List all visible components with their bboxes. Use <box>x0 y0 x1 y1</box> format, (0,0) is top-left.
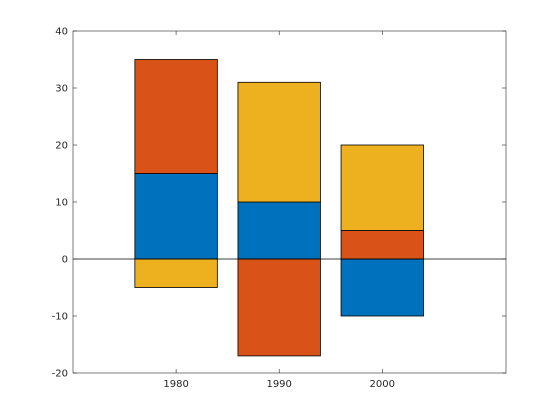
y-tick-label: -20 <box>52 369 68 380</box>
y-tick-label: 40 <box>55 27 68 38</box>
bar-1980-series-2 <box>134 59 218 174</box>
x-tick-label: 2000 <box>370 379 395 390</box>
axes-layer <box>72 30 507 374</box>
bar-1990-series-3 <box>237 81 321 203</box>
bars-layer <box>134 59 424 357</box>
x-tick-label: 1990 <box>266 379 291 390</box>
bar-2000-series-1 <box>340 258 424 317</box>
x-tick-label: 1980 <box>163 379 188 390</box>
bar-2000-series-2 <box>340 230 424 260</box>
y-tick-label: 0 <box>62 255 68 266</box>
y-tick-label: 30 <box>55 84 68 95</box>
bar-1990-series-1 <box>237 201 321 260</box>
tick-labels-layer: -20 -10 0 10 20 30 40 1980 1990 2000 <box>52 27 395 391</box>
y-tick-label: -10 <box>52 312 68 323</box>
bar-1990-series-2 <box>237 258 321 357</box>
bar-1980-series-3 <box>134 258 218 288</box>
y-tick-label: 10 <box>55 198 68 209</box>
y-tick-label: 20 <box>55 141 68 152</box>
bar-1980-series-1 <box>134 173 218 260</box>
bar-2000-series-3 <box>340 144 424 231</box>
